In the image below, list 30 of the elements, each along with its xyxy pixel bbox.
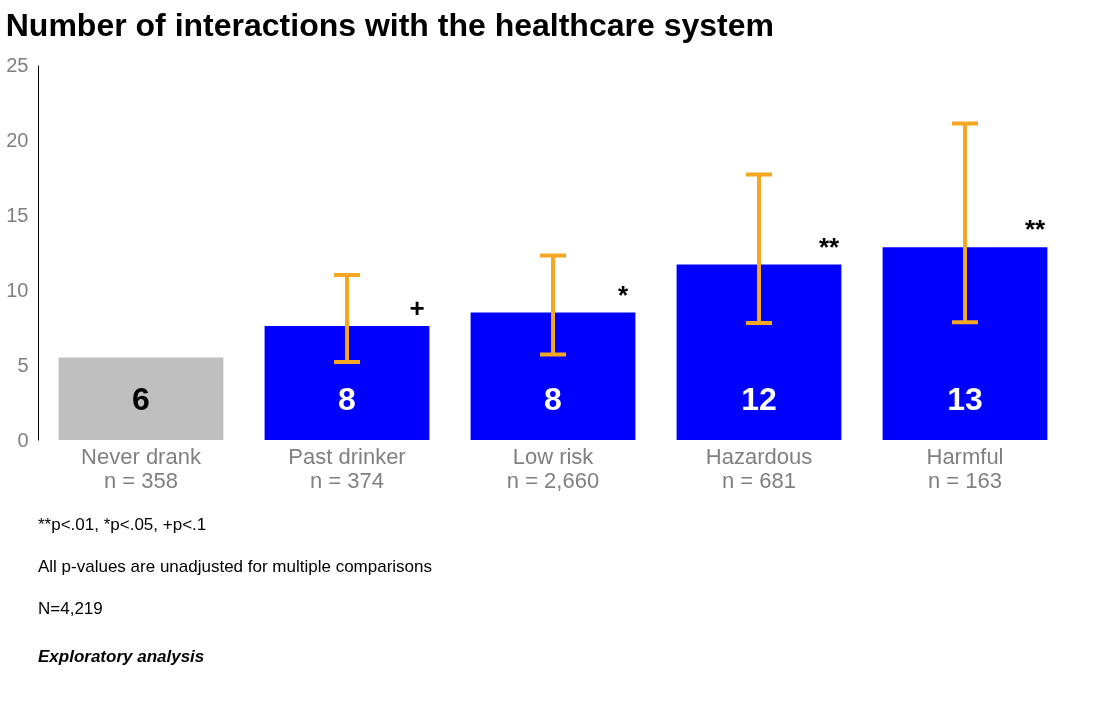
text: **p<.01, *p<.05, +p<.1: [38, 515, 207, 534]
y-tick-label: 15: [6, 203, 29, 226]
annotation: **: [1024, 214, 1046, 245]
text: Exploratory analysis: [38, 647, 205, 666]
text: All p-values are unadjusted for multiple comparisons: [38, 557, 433, 576]
bar: [264, 326, 430, 440]
y-tick-label: 0: [17, 428, 29, 451]
data-label: 8: [338, 381, 356, 417]
y-tick-label: 5: [17, 353, 29, 376]
annotation: *: [617, 279, 629, 310]
annotation: **: [818, 231, 840, 262]
x-tick-label: Low risk n = 2,660: [506, 443, 600, 493]
bar: [58, 357, 224, 440]
y-tick-label: 10: [6, 278, 29, 301]
bar: [676, 264, 842, 440]
data-label: 13: [947, 381, 983, 417]
data-label: 6: [132, 381, 150, 417]
bar: [882, 247, 1048, 440]
x-tick-label: Never drank n = 358: [81, 443, 202, 493]
bar: [470, 312, 636, 440]
annotation: +: [409, 293, 425, 323]
x-tick-label: Past drinker n = 374: [288, 443, 406, 493]
x-tick-label: Hazardous n = 681: [705, 443, 813, 493]
y-tick-label: 20: [6, 128, 29, 151]
y-tick-label: 25: [6, 53, 29, 76]
data-label: 12: [741, 381, 777, 417]
data-label: 8: [544, 381, 562, 417]
x-tick-label: Harmful n = 163: [926, 443, 1004, 493]
chart-title: Number of interactions with the healthcare system: [5, 7, 774, 43]
text: N=4,219: [38, 599, 103, 618]
